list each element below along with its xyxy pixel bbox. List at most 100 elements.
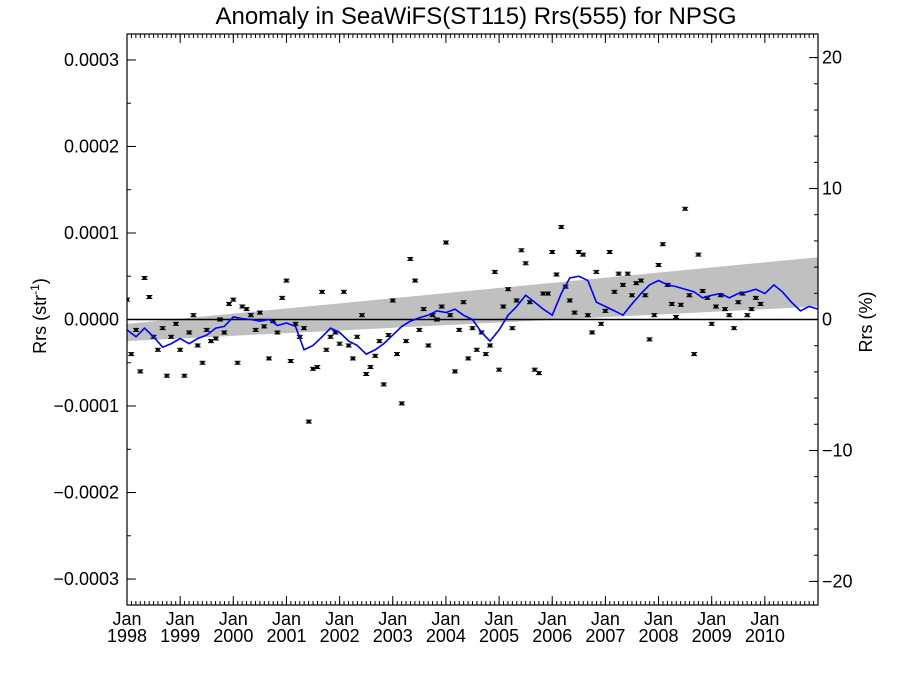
data-marker: [692, 353, 697, 356]
data-point: [646, 337, 653, 342]
data-marker: [434, 318, 439, 321]
data-point: [354, 334, 361, 339]
data-marker: [687, 294, 692, 297]
data-marker: [705, 296, 710, 299]
data-marker: [266, 357, 271, 360]
data-point: [433, 317, 440, 322]
data-point: [372, 353, 379, 358]
data-point: [447, 313, 454, 318]
y-tick-label-right: −20: [822, 571, 853, 591]
data-marker: [625, 272, 630, 275]
data-point: [398, 401, 405, 406]
data-point: [691, 352, 698, 357]
data-marker: [656, 263, 661, 266]
data-marker: [155, 348, 160, 351]
data-marker: [683, 207, 688, 210]
data-marker: [386, 334, 391, 337]
data-point: [243, 307, 250, 312]
y-axis-label-left-sup: -1: [28, 284, 42, 295]
data-marker: [164, 374, 169, 377]
data-point: [301, 326, 308, 331]
plot-area: [127, 206, 818, 424]
data-point: [133, 327, 140, 332]
data-point: [593, 269, 600, 274]
data-point: [154, 347, 161, 352]
data-point: [412, 278, 419, 283]
data-marker: [271, 320, 276, 323]
x-tick-label-year: 2000: [213, 626, 253, 646]
data-point: [673, 314, 680, 319]
data-point: [580, 252, 587, 257]
data-marker: [311, 367, 316, 370]
data-marker: [248, 314, 253, 317]
data-point: [611, 289, 618, 294]
data-point: [482, 352, 489, 357]
data-marker: [160, 327, 165, 330]
data-point: [598, 321, 605, 326]
data-marker: [253, 328, 258, 331]
x-tick-label-year: 1998: [107, 626, 147, 646]
data-point: [380, 382, 387, 387]
data-point: [425, 343, 432, 348]
data-marker: [127, 298, 129, 301]
data-marker: [413, 279, 418, 282]
data-marker: [519, 249, 524, 252]
data-point: [190, 313, 197, 318]
data-point: [234, 360, 241, 365]
data-marker: [647, 338, 652, 341]
data-point: [127, 297, 130, 302]
data-point: [695, 252, 702, 257]
data-marker: [466, 357, 471, 360]
data-point: [128, 352, 135, 357]
data-point: [376, 339, 383, 344]
data-point: [637, 278, 644, 283]
data-marker: [718, 294, 723, 297]
data-marker: [758, 302, 763, 305]
data-marker: [753, 296, 758, 299]
data-marker: [492, 270, 497, 273]
data-marker: [337, 342, 342, 345]
x-tick-label-year: 2005: [479, 626, 519, 646]
data-point: [624, 271, 631, 276]
data-marker: [660, 243, 665, 246]
data-marker: [408, 257, 413, 260]
x-tick-label-year: 2008: [639, 626, 679, 646]
data-point: [274, 330, 281, 335]
data-marker: [590, 331, 595, 334]
data-point: [340, 289, 347, 294]
data-point: [465, 356, 472, 361]
data-marker: [364, 373, 369, 376]
data-marker: [240, 305, 245, 308]
data-point: [712, 304, 719, 309]
data-marker: [142, 276, 147, 279]
data-marker: [527, 301, 532, 304]
data-point: [168, 334, 175, 339]
data-marker: [333, 331, 338, 334]
data-point: [349, 356, 356, 361]
data-point: [310, 366, 317, 371]
data-marker: [182, 374, 187, 377]
data-marker: [541, 292, 546, 295]
data-marker: [341, 290, 346, 293]
data-point: [619, 282, 626, 287]
x-tick-label-month: Jan: [219, 609, 248, 629]
x-tick-label-month: Jan: [697, 609, 726, 629]
data-marker: [231, 298, 236, 301]
data-marker: [222, 331, 227, 334]
data-point: [163, 373, 170, 378]
data-point: [394, 352, 401, 357]
x-tick-label-year: 1999: [160, 626, 200, 646]
data-point: [509, 326, 516, 331]
data-point: [203, 327, 210, 332]
data-marker: [488, 344, 493, 347]
data-marker: [536, 372, 541, 375]
x-tick-label-month: Jan: [378, 609, 407, 629]
data-point: [177, 347, 184, 352]
y-axis-label-right: Rrs (%): [856, 292, 876, 353]
x-tick-label-year: 2002: [320, 626, 360, 646]
x-tick-label-year: 2003: [373, 626, 413, 646]
data-point: [172, 321, 179, 326]
data-marker: [195, 344, 200, 347]
y-tick-label-left: 0.0002: [64, 136, 119, 156]
data-marker: [227, 302, 232, 305]
